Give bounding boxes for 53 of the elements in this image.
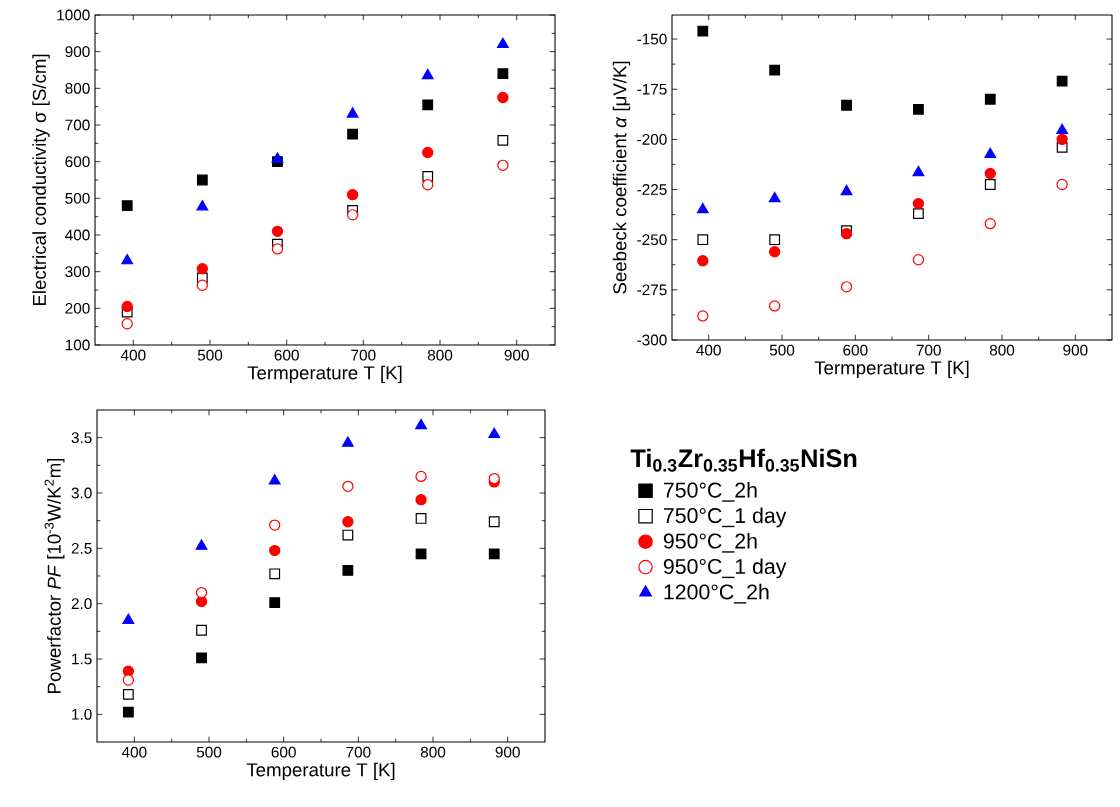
x-tick-label: 700 <box>351 349 376 361</box>
x-tick-label: 800 <box>989 344 1015 356</box>
legend-title: Ti$_{0.3}$Zr$_{0.35}$Hf$_{0.35}$NiSn <box>630 448 857 472</box>
y-axis-title: Powerfactor PF [10$^{-3}$W/K$^{2}$m] <box>44 458 65 693</box>
y-tick-label: 3.0 <box>71 487 92 499</box>
legend-label: 950°C_2h <box>663 532 757 553</box>
x-tick-label: 500 <box>197 349 223 361</box>
x-tick-label: 400 <box>120 349 146 361</box>
y-tick-label: 900 <box>65 46 90 58</box>
x-tick-label: 800 <box>427 349 453 361</box>
x-tick-label: 500 <box>769 344 795 356</box>
y-tick-label: -275 <box>637 284 667 296</box>
x-tick-label: 600 <box>271 746 296 758</box>
x-axis-title: Termperature T [K] <box>247 365 402 384</box>
y-axis-title: Electrical conductivity σ [S/cm] <box>32 54 50 306</box>
y-tick-label: 100 <box>65 339 90 351</box>
legend-label: 1200°C_2h <box>664 583 769 604</box>
y-tick-label: 400 <box>65 229 90 241</box>
legend-label: 950°C_1 day <box>663 558 787 579</box>
y-tick-label: -225 <box>637 184 667 195</box>
x-tick-label: 400 <box>696 344 721 356</box>
x-tick-label: 400 <box>121 746 147 758</box>
x-tick-label: 600 <box>274 349 299 361</box>
x-tick-label: 900 <box>504 349 529 361</box>
x-tick-label: 700 <box>916 344 941 356</box>
x-axis-title: Termperature T [K] <box>814 360 969 379</box>
x-tick-label: 600 <box>843 344 868 356</box>
y-tick-label: 1000 <box>57 9 90 21</box>
x-tick-label: 800 <box>420 746 446 758</box>
y-tick-label: -300 <box>637 334 667 346</box>
y-tick-label: 1.0 <box>72 708 92 720</box>
y-tick-label: 500 <box>65 192 90 204</box>
legend-label: 750°C_2h <box>663 482 757 502</box>
x-tick-label: 700 <box>346 746 371 758</box>
y-tick-label: -175 <box>637 83 667 95</box>
y-tick-label: -250 <box>637 234 667 246</box>
y-tick-label: -150 <box>637 33 667 45</box>
x-tick-label: 900 <box>1063 344 1088 356</box>
y-tick-label: 2.5 <box>71 542 92 554</box>
y-tick-label: 1.5 <box>72 653 92 665</box>
x-tick-label: 500 <box>196 746 222 758</box>
y-tick-label: -200 <box>637 133 667 145</box>
legend-label: 750°C_1 day <box>663 507 787 528</box>
y-tick-label: 200 <box>65 302 90 314</box>
y-tick-label: 3.5 <box>71 432 92 444</box>
x-axis-title: Temperature T [K] <box>246 762 395 781</box>
y-tick-label: 800 <box>65 82 90 94</box>
y-tick-label: 300 <box>65 266 90 278</box>
y-tick-label: 700 <box>65 119 90 131</box>
y-axis-title: Seebeck coefficient α [μV/K] <box>612 61 631 294</box>
x-tick-label: 900 <box>495 746 520 758</box>
y-tick-label: 2.0 <box>71 598 92 610</box>
y-tick-label: 600 <box>65 156 90 168</box>
